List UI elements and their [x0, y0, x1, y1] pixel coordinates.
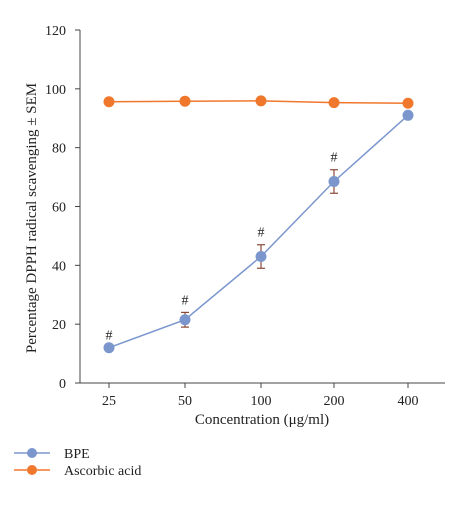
- axes: 0 20 40 60 80 100 120 25 50 100 200 400: [45, 24, 445, 409]
- significance-marker: #: [106, 329, 113, 344]
- y-tick-label: 80: [52, 142, 66, 157]
- x-axis-label: Concentration (μg/ml): [195, 412, 329, 428]
- y-tick-label: 60: [52, 201, 66, 216]
- x-tick-label: 50: [178, 394, 192, 409]
- data-point-bpe: [255, 251, 267, 263]
- significance-marker: #: [182, 293, 189, 308]
- significance-marker: #: [331, 151, 338, 166]
- x-tick-label: 400: [398, 394, 419, 409]
- y-tick-label: 120: [45, 24, 66, 39]
- legend-marker: [27, 465, 37, 475]
- y-tick-label: 20: [52, 318, 66, 333]
- legend-item-bpe: BPE: [14, 447, 90, 462]
- series-lines: [108, 100, 409, 349]
- data-point-ascorbic-acid: [255, 95, 267, 107]
- x-tick-label: 100: [251, 394, 272, 409]
- data-point-bpe: [179, 314, 191, 326]
- data-point-bpe: [328, 175, 340, 187]
- legend-item-ascorbic-acid: Ascorbic acid: [14, 464, 141, 479]
- data-point-ascorbic-acid: [328, 97, 340, 109]
- legend: BPE Ascorbic acid: [14, 447, 141, 479]
- data-point-ascorbic-acid: [402, 97, 414, 109]
- y-tick-label: 0: [59, 377, 66, 392]
- data-point-ascorbic-acid: [103, 96, 115, 108]
- y-tick-label: 40: [52, 259, 66, 274]
- legend-label: Ascorbic acid: [64, 464, 141, 479]
- x-tick-label: 200: [324, 394, 345, 409]
- significance-marker: #: [258, 226, 265, 241]
- data-point-bpe: [402, 109, 414, 121]
- data-point-bpe: [103, 342, 115, 354]
- legend-marker: [27, 448, 37, 458]
- data-points: [103, 95, 414, 354]
- x-tick-label: 25: [102, 394, 116, 409]
- legend-label: BPE: [64, 447, 90, 462]
- data-point-ascorbic-acid: [179, 95, 191, 107]
- annotations: # # # #: [106, 151, 338, 344]
- y-tick-label: 100: [45, 83, 66, 98]
- y-axis-label: Percentage DPPH radical scavenging ± SEM: [24, 83, 40, 353]
